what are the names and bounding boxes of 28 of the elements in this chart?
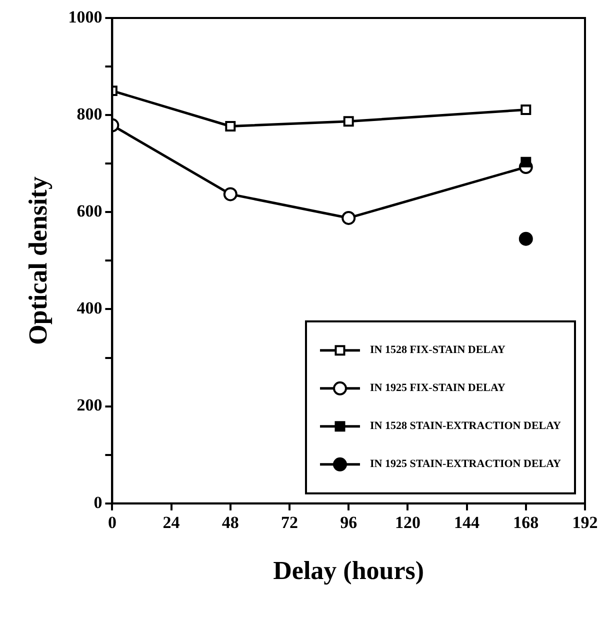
point: [343, 116, 354, 127]
x-tick-label: 72: [281, 512, 298, 532]
y-tick-label: 0: [94, 492, 102, 512]
y-axis-title: Optical density: [23, 176, 52, 345]
y-tick-label: 600: [76, 202, 102, 221]
x-tick-label: 168: [513, 512, 539, 532]
legend-label: IN 1925 FIX-STAIN DELAY: [370, 382, 506, 394]
point: [223, 187, 238, 202]
point: [520, 156, 532, 168]
point: [518, 232, 533, 246]
y-tick-label: 800: [76, 104, 102, 124]
x-tick-label: 192: [572, 512, 598, 532]
x-axis-title: Delay (hours): [273, 556, 424, 586]
legend-label: IN 1925 STAIN-EXTRACTION DELAY: [370, 458, 562, 470]
legend-label: IN 1528 STAIN-EXTRACTION DELAY: [370, 420, 562, 432]
point: [342, 210, 356, 225]
x-tick-label: 144: [454, 512, 480, 532]
point: [225, 121, 236, 132]
x-tick-label: 48: [222, 512, 239, 532]
x-tick-label: 96: [340, 512, 358, 532]
x-tick-label: 0: [108, 512, 116, 532]
y-tick-label: 400: [76, 298, 102, 318]
y-tick-label: 1000: [68, 7, 102, 26]
x-tick-label: 120: [394, 512, 420, 532]
legend-label: IN 1528 FIX-STAIN DELAY: [370, 344, 506, 356]
point: [520, 104, 532, 115]
x-tick-label: 24: [162, 512, 180, 532]
y-tick-label: 200: [76, 396, 102, 415]
